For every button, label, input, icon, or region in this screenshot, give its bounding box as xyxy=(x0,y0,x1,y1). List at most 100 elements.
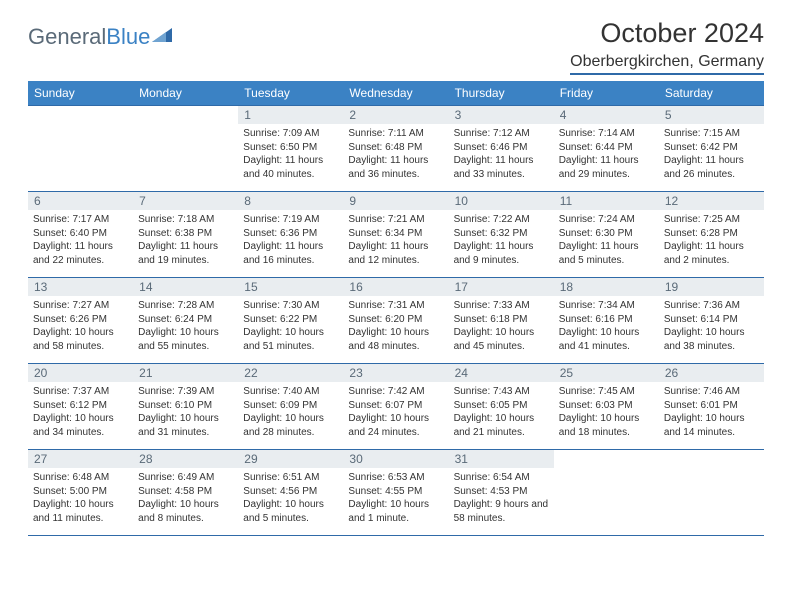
day-number: 11 xyxy=(554,192,659,210)
day-details: Sunrise: 7:46 AMSunset: 6:01 PMDaylight:… xyxy=(659,382,764,442)
calendar-day-cell: 27Sunrise: 6:48 AMSunset: 5:00 PMDayligh… xyxy=(28,450,133,536)
day-details: Sunrise: 7:17 AMSunset: 6:40 PMDaylight:… xyxy=(28,210,133,270)
day-details: Sunrise: 6:51 AMSunset: 4:56 PMDaylight:… xyxy=(238,468,343,528)
calendar-day-cell: 13Sunrise: 7:27 AMSunset: 6:26 PMDayligh… xyxy=(28,278,133,364)
day-details: Sunrise: 7:19 AMSunset: 6:36 PMDaylight:… xyxy=(238,210,343,270)
calendar-day-cell: 31Sunrise: 6:54 AMSunset: 4:53 PMDayligh… xyxy=(449,450,554,536)
calendar-day-cell: 20Sunrise: 7:37 AMSunset: 6:12 PMDayligh… xyxy=(28,364,133,450)
logo-text-b: Blue xyxy=(106,24,150,50)
day-details: Sunrise: 7:11 AMSunset: 6:48 PMDaylight:… xyxy=(343,124,448,184)
day-details: Sunrise: 7:42 AMSunset: 6:07 PMDaylight:… xyxy=(343,382,448,442)
calendar-week-row: 13Sunrise: 7:27 AMSunset: 6:26 PMDayligh… xyxy=(28,278,764,364)
day-details: Sunrise: 7:40 AMSunset: 6:09 PMDaylight:… xyxy=(238,382,343,442)
day-details: Sunrise: 7:34 AMSunset: 6:16 PMDaylight:… xyxy=(554,296,659,356)
day-number: 30 xyxy=(343,450,448,468)
day-details: Sunrise: 7:39 AMSunset: 6:10 PMDaylight:… xyxy=(133,382,238,442)
calendar-day-cell: 4Sunrise: 7:14 AMSunset: 6:44 PMDaylight… xyxy=(554,106,659,192)
day-number: 27 xyxy=(28,450,133,468)
day-number xyxy=(133,106,238,124)
calendar-week-row: 20Sunrise: 7:37 AMSunset: 6:12 PMDayligh… xyxy=(28,364,764,450)
calendar-day-cell: 5Sunrise: 7:15 AMSunset: 6:42 PMDaylight… xyxy=(659,106,764,192)
day-number xyxy=(659,450,764,468)
weekday-header: Monday xyxy=(133,81,238,106)
day-number: 3 xyxy=(449,106,554,124)
day-details: Sunrise: 7:14 AMSunset: 6:44 PMDaylight:… xyxy=(554,124,659,184)
calendar-page: GeneralBlue October 2024 Oberbergkirchen… xyxy=(0,0,792,546)
calendar-empty-cell xyxy=(554,450,659,536)
day-number: 21 xyxy=(133,364,238,382)
logo-triangle-icon xyxy=(152,26,174,44)
calendar-day-cell: 1Sunrise: 7:09 AMSunset: 6:50 PMDaylight… xyxy=(238,106,343,192)
calendar-day-cell: 26Sunrise: 7:46 AMSunset: 6:01 PMDayligh… xyxy=(659,364,764,450)
calendar-day-cell: 17Sunrise: 7:33 AMSunset: 6:18 PMDayligh… xyxy=(449,278,554,364)
calendar-day-cell: 14Sunrise: 7:28 AMSunset: 6:24 PMDayligh… xyxy=(133,278,238,364)
calendar-day-cell: 29Sunrise: 6:51 AMSunset: 4:56 PMDayligh… xyxy=(238,450,343,536)
day-details: Sunrise: 6:48 AMSunset: 5:00 PMDaylight:… xyxy=(28,468,133,528)
day-number: 14 xyxy=(133,278,238,296)
day-details: Sunrise: 7:25 AMSunset: 6:28 PMDaylight:… xyxy=(659,210,764,270)
calendar-day-cell: 24Sunrise: 7:43 AMSunset: 6:05 PMDayligh… xyxy=(449,364,554,450)
weekday-header: Wednesday xyxy=(343,81,448,106)
day-number: 2 xyxy=(343,106,448,124)
calendar-day-cell: 28Sunrise: 6:49 AMSunset: 4:58 PMDayligh… xyxy=(133,450,238,536)
calendar-day-cell: 2Sunrise: 7:11 AMSunset: 6:48 PMDaylight… xyxy=(343,106,448,192)
day-details: Sunrise: 7:45 AMSunset: 6:03 PMDaylight:… xyxy=(554,382,659,442)
calendar-day-cell: 25Sunrise: 7:45 AMSunset: 6:03 PMDayligh… xyxy=(554,364,659,450)
calendar-day-cell: 9Sunrise: 7:21 AMSunset: 6:34 PMDaylight… xyxy=(343,192,448,278)
calendar-week-row: 27Sunrise: 6:48 AMSunset: 5:00 PMDayligh… xyxy=(28,450,764,536)
day-number: 26 xyxy=(659,364,764,382)
location-text: Oberbergkirchen, Germany xyxy=(570,53,764,75)
day-details: Sunrise: 7:36 AMSunset: 6:14 PMDaylight:… xyxy=(659,296,764,356)
day-number: 17 xyxy=(449,278,554,296)
day-number: 9 xyxy=(343,192,448,210)
calendar-empty-cell xyxy=(133,106,238,192)
day-number: 5 xyxy=(659,106,764,124)
logo-text-a: General xyxy=(28,24,106,50)
calendar-empty-cell xyxy=(659,450,764,536)
calendar-day-cell: 11Sunrise: 7:24 AMSunset: 6:30 PMDayligh… xyxy=(554,192,659,278)
day-details: Sunrise: 7:33 AMSunset: 6:18 PMDaylight:… xyxy=(449,296,554,356)
calendar-day-cell: 18Sunrise: 7:34 AMSunset: 6:16 PMDayligh… xyxy=(554,278,659,364)
day-number: 28 xyxy=(133,450,238,468)
day-number xyxy=(554,450,659,468)
calendar-header-row: SundayMondayTuesdayWednesdayThursdayFrid… xyxy=(28,81,764,106)
page-header: GeneralBlue October 2024 Oberbergkirchen… xyxy=(28,18,764,75)
day-details: Sunrise: 7:12 AMSunset: 6:46 PMDaylight:… xyxy=(449,124,554,184)
day-number: 25 xyxy=(554,364,659,382)
calendar-day-cell: 30Sunrise: 6:53 AMSunset: 4:55 PMDayligh… xyxy=(343,450,448,536)
day-details: Sunrise: 7:31 AMSunset: 6:20 PMDaylight:… xyxy=(343,296,448,356)
calendar-day-cell: 7Sunrise: 7:18 AMSunset: 6:38 PMDaylight… xyxy=(133,192,238,278)
day-details: Sunrise: 7:09 AMSunset: 6:50 PMDaylight:… xyxy=(238,124,343,184)
calendar-day-cell: 8Sunrise: 7:19 AMSunset: 6:36 PMDaylight… xyxy=(238,192,343,278)
day-number: 7 xyxy=(133,192,238,210)
calendar-day-cell: 6Sunrise: 7:17 AMSunset: 6:40 PMDaylight… xyxy=(28,192,133,278)
day-details: Sunrise: 7:27 AMSunset: 6:26 PMDaylight:… xyxy=(28,296,133,356)
day-number: 19 xyxy=(659,278,764,296)
calendar-week-row: 1Sunrise: 7:09 AMSunset: 6:50 PMDaylight… xyxy=(28,106,764,192)
day-details: Sunrise: 7:15 AMSunset: 6:42 PMDaylight:… xyxy=(659,124,764,184)
day-number: 10 xyxy=(449,192,554,210)
weekday-header: Tuesday xyxy=(238,81,343,106)
day-number: 24 xyxy=(449,364,554,382)
day-number: 20 xyxy=(28,364,133,382)
calendar-day-cell: 16Sunrise: 7:31 AMSunset: 6:20 PMDayligh… xyxy=(343,278,448,364)
day-details: Sunrise: 7:22 AMSunset: 6:32 PMDaylight:… xyxy=(449,210,554,270)
day-details: Sunrise: 7:30 AMSunset: 6:22 PMDaylight:… xyxy=(238,296,343,356)
calendar-day-cell: 22Sunrise: 7:40 AMSunset: 6:09 PMDayligh… xyxy=(238,364,343,450)
day-number: 15 xyxy=(238,278,343,296)
month-title: October 2024 xyxy=(570,18,764,49)
day-number: 31 xyxy=(449,450,554,468)
day-number: 13 xyxy=(28,278,133,296)
title-block: October 2024 Oberbergkirchen, Germany xyxy=(570,18,764,75)
day-number: 12 xyxy=(659,192,764,210)
weekday-header: Saturday xyxy=(659,81,764,106)
calendar-day-cell: 3Sunrise: 7:12 AMSunset: 6:46 PMDaylight… xyxy=(449,106,554,192)
weekday-header: Sunday xyxy=(28,81,133,106)
day-details: Sunrise: 6:54 AMSunset: 4:53 PMDaylight:… xyxy=(449,468,554,528)
day-number: 6 xyxy=(28,192,133,210)
day-number: 1 xyxy=(238,106,343,124)
logo: GeneralBlue xyxy=(28,24,174,50)
day-details: Sunrise: 7:37 AMSunset: 6:12 PMDaylight:… xyxy=(28,382,133,442)
calendar-day-cell: 12Sunrise: 7:25 AMSunset: 6:28 PMDayligh… xyxy=(659,192,764,278)
weekday-header: Friday xyxy=(554,81,659,106)
